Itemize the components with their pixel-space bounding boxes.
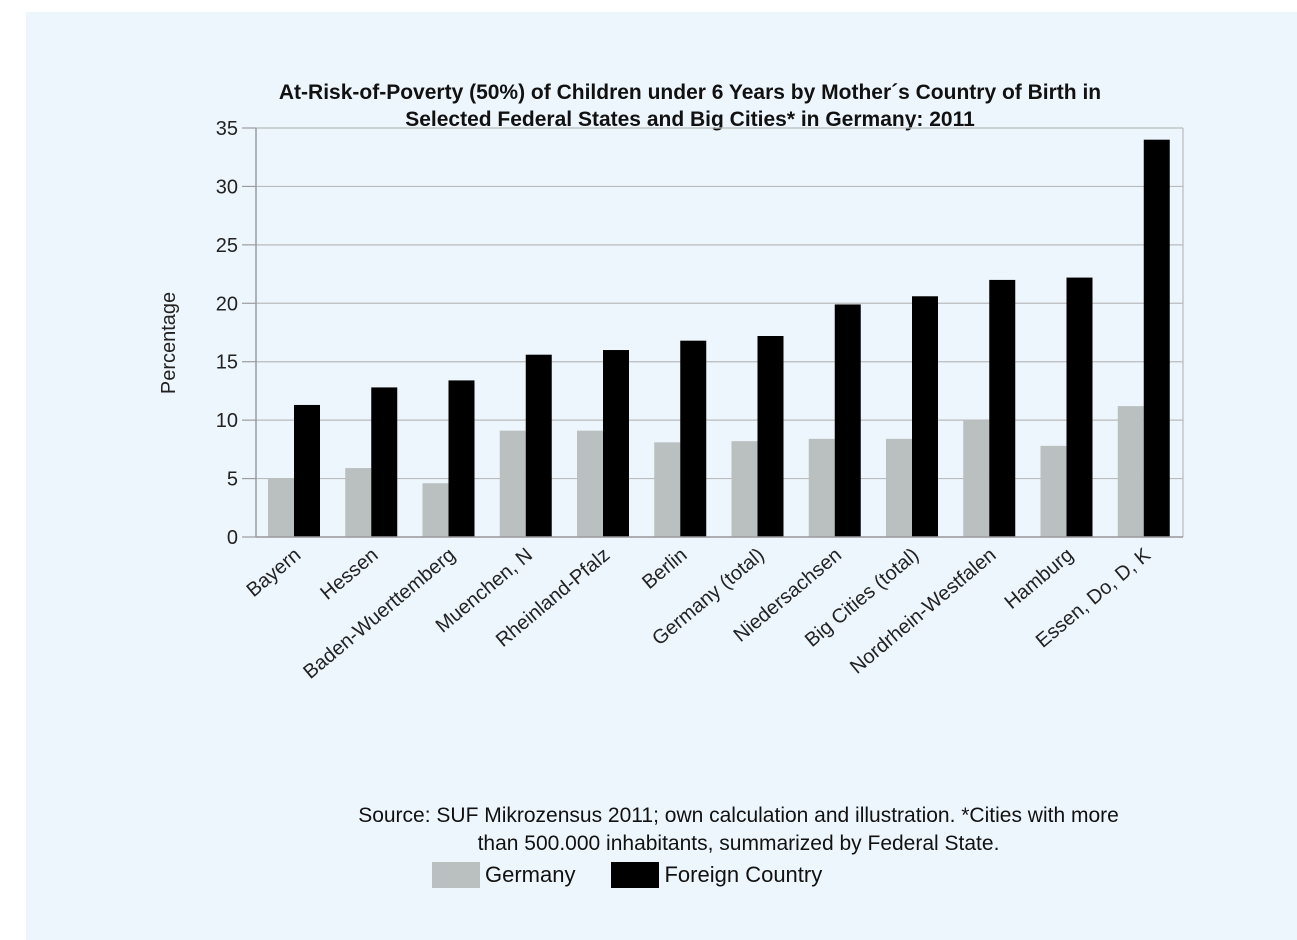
bar-germany-7 xyxy=(808,438,835,537)
x-tick-label-0: Bayern xyxy=(243,544,306,602)
y-tick-label-30: 30 xyxy=(216,176,238,198)
legend-item-foreign-country: Foreign Country xyxy=(611,862,822,888)
legend-item-germany: Germany xyxy=(432,862,575,888)
source-note-line-2: than 500.000 inhabitants, summarized by … xyxy=(477,832,1000,855)
bar-foreign-10 xyxy=(1066,277,1093,537)
bar-foreign-7 xyxy=(834,304,861,537)
legend-swatch-germany xyxy=(432,862,480,888)
x-tick-label-9: Nordrhein-Westfalen xyxy=(846,544,1000,679)
bar-chart: 0 5 10 15 20 25 30 35 Bayern HessenBaden-Wuertte… xyxy=(158,118,1184,684)
chart-figure: At-Risk-of-Poverty (50%) of Children und… xyxy=(26,12,1297,940)
bar-foreign-0 xyxy=(294,404,320,537)
y-tick-label-20: 20 xyxy=(216,293,238,315)
chart-title-line-2: Selected Federal States and Big Cities* … xyxy=(405,108,975,131)
bar-foreign-2 xyxy=(448,380,475,537)
bar-foreign-9 xyxy=(989,279,1016,537)
legend-swatch-foreign-country xyxy=(611,862,660,888)
x-tick-label-2: Baden-Wuerttemberg xyxy=(299,544,459,684)
chart-title-line-1: At-Risk-of-Poverty (50%) of Children und… xyxy=(278,81,1102,104)
bar-foreign-1 xyxy=(371,387,398,537)
bar-germany-11 xyxy=(1117,406,1144,537)
bar-germany-4 xyxy=(577,430,603,537)
x-tick-label-10: Hamburg xyxy=(1001,544,1078,614)
chart-title: At-Risk-of-Poverty (50%) of Children und… xyxy=(26,79,1297,133)
bar-foreign-5 xyxy=(680,340,707,537)
bars xyxy=(268,139,1170,537)
bar-germany-9 xyxy=(963,420,990,537)
bar-foreign-6 xyxy=(757,336,784,537)
y-tick-label-25: 25 xyxy=(216,235,238,257)
legend: Germany Foreign Country xyxy=(432,860,858,890)
bar-germany-5 xyxy=(654,442,681,537)
y-tick-label-35: 35 xyxy=(216,118,238,140)
bar-foreign-8 xyxy=(912,296,938,537)
bar-germany-10 xyxy=(1040,445,1067,537)
x-tick-label-1: Hessen xyxy=(316,544,382,604)
bar-germany-8 xyxy=(886,438,912,537)
bar-germany-6 xyxy=(731,441,758,537)
bar-foreign-11 xyxy=(1143,139,1170,537)
legend-label-germany: Germany xyxy=(485,862,576,887)
bar-foreign-4 xyxy=(603,350,629,537)
bar-germany-2 xyxy=(422,483,449,537)
axes xyxy=(242,127,1184,538)
bar-germany-0 xyxy=(268,478,294,537)
x-tick-label-5: Berlin xyxy=(638,544,691,594)
legend-label-foreign-country: Foreign Country xyxy=(664,862,823,887)
y-tick-label-0: 0 xyxy=(227,527,238,549)
y-tick-label-10: 10 xyxy=(216,410,238,432)
source-note-line-1: Source: SUF Mikrozensus 2011; own calcul… xyxy=(358,804,1119,827)
y-axis-label: Percentage xyxy=(158,292,180,394)
source-note: Source: SUF Mikrozensus 2011; own calcul… xyxy=(276,802,1201,858)
bar-germany-1 xyxy=(345,468,372,537)
y-tick-label-15: 15 xyxy=(216,352,238,374)
y-tick-labels: 0 5 10 15 20 25 30 35 xyxy=(216,118,238,549)
bar-foreign-3 xyxy=(525,354,552,537)
bar-germany-3 xyxy=(499,430,526,537)
y-tick-label-5: 5 xyxy=(227,469,238,491)
x-tick-labels: Bayern HessenBaden-WuerttembergMuenchen, … xyxy=(243,544,1156,684)
